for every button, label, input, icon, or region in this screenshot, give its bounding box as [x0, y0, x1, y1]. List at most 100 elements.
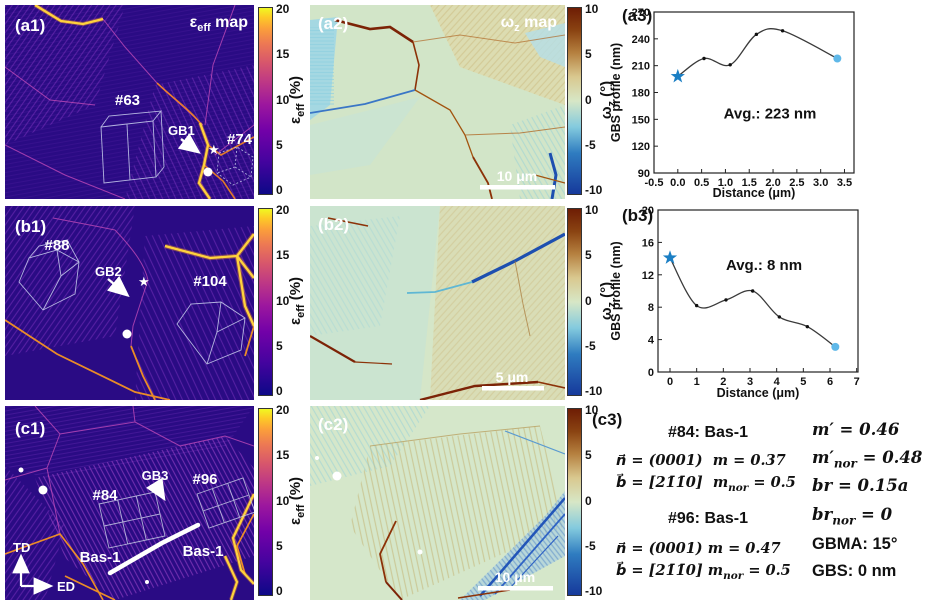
omega-colorbar-ticks: 10 5 0 -5 -10 — [585, 2, 603, 197]
chart-a3: (a3) -0.5 0.0 0.5 1.0 1.5 2.0 2.5 3.0 3.5 90 120 15… — [608, 4, 933, 200]
x-tick-label: 3.0 — [813, 177, 828, 189]
grain-label-104: #104 — [193, 273, 227, 290]
panel-tag: (a1) — [15, 16, 45, 35]
panel-tag: (b2) — [318, 215, 349, 234]
eps-colorbar-ticks: 20 15 10 5 0 — [276, 203, 290, 398]
map-title: ωz map — [501, 14, 558, 34]
grain-96-normal: n⃗ = (0001) m = 0.47 — [616, 540, 781, 557]
end-circle-marker — [833, 54, 842, 63]
x-tick-label: 5 — [800, 376, 806, 388]
eps-colorbar-ticks: 20 15 10 5 0 — [276, 403, 290, 598]
cyan-grain — [525, 23, 565, 67]
eps-colorbar-ticks: 20 15 10 5 0 — [276, 2, 290, 197]
gb1-arrow — [177, 133, 201, 154]
y-tick-label: 12 — [642, 270, 654, 282]
x-tick-label: 2.5 — [789, 177, 804, 189]
unit-cell-wireframe-63 — [100, 110, 165, 184]
x-tick-label: 1.0 — [718, 177, 733, 189]
grain-label-96: #96 — [192, 471, 217, 488]
grain-boundary-orange — [5, 513, 254, 600]
grain-84-title: #84: Bas-1 — [667, 424, 749, 441]
gbma-value: GBMA: 15° — [812, 535, 898, 553]
y-tick-label: 240 — [632, 34, 650, 46]
grain-texture — [5, 5, 125, 145]
x-tick-label: 2.0 — [765, 177, 780, 189]
eps-colorbar — [258, 7, 273, 195]
dot-marker — [18, 467, 24, 473]
data-point-marker — [724, 298, 728, 302]
grain-label-84: #84 — [92, 487, 118, 504]
omega-colorbar-ticks: 10 5 0 -5 -10 — [585, 203, 603, 398]
omega-map-b2: 5 μm (b2) — [310, 206, 565, 400]
omega-colorbar — [567, 208, 582, 396]
y-tick-label: 4 — [648, 335, 655, 347]
grain-boundary-orange — [5, 319, 254, 400]
grain-boundary-lines — [52, 217, 149, 347]
scale-bar-label: 10 μm — [497, 168, 537, 184]
grain-texture — [125, 65, 254, 199]
x-tick-label: 6 — [827, 376, 833, 388]
omega-map-a2: 10 μm (a2) ωz map — [310, 5, 565, 199]
chart-b3: (b3) 0 1 2 3 4 5 6 7 0 4 8 12 16 20 Avg.: 8 nm Distance… — [608, 204, 933, 400]
panel-tag: (c1) — [15, 419, 45, 438]
y-tick-label: 90 — [638, 168, 650, 180]
eps-colorbar-label: εeff (%) — [287, 75, 307, 125]
star-marker: ★ — [138, 274, 150, 289]
end-circle-marker — [831, 342, 840, 351]
gbs-profile-chart-a3: -0.5 0.0 0.5 1.0 1.5 2.0 2.5 3.0 3.5 90 120 150 180 2… — [609, 7, 855, 200]
x-tick-label: 0.5 — [694, 177, 709, 189]
panel-tag: (b1) — [15, 217, 46, 236]
data-point-marker — [805, 324, 810, 329]
dot-marker — [203, 167, 213, 177]
grain-boundary-yellow — [164, 233, 254, 327]
x-tick-label: 2 — [720, 376, 726, 388]
x-tick-label: 0 — [667, 376, 673, 388]
br-nor-value: brnor = 0 — [812, 505, 893, 528]
trace-grid-wireframe-84 — [98, 491, 166, 549]
basal-trace-label-right: Bas-1 — [183, 543, 224, 560]
avg-annotation: Avg.: 8 nm — [726, 257, 802, 274]
grain-texture — [5, 406, 254, 478]
y-tick-label: 8 — [648, 302, 654, 314]
scale-bar — [482, 386, 544, 391]
panel-tag: (a2) — [318, 14, 348, 33]
gbs-value: GBS: 0 nm — [812, 562, 897, 580]
grain-label-63: #63 — [115, 92, 140, 109]
rotation-boundaries — [310, 217, 565, 400]
dot-marker — [38, 485, 48, 495]
grain-96-burgers: b⃗ = [21̄1̄0] mnor = 0.5 — [616, 562, 791, 582]
x-axis-label: Distance (μm) — [713, 186, 796, 200]
y-tick-label: 0 — [648, 367, 654, 379]
start-star-marker — [662, 250, 678, 264]
stripe-texture — [310, 27, 334, 105]
gb3-label: GB3 — [142, 468, 169, 483]
stripe-texture — [310, 216, 400, 336]
grain-texture — [5, 206, 135, 356]
m-prime-nor-value: m′nor = 0.48 — [812, 448, 923, 471]
eps-map-a1: (a1) εeff map #63 GB1 ★ #74 — [5, 5, 254, 199]
grain-label-74: #74 — [227, 131, 253, 148]
eps-map-c1: (c1) #84 GB3 #96 Bas-1 Bas-1 TD ED — [5, 406, 254, 600]
gb2-label: GB2 — [95, 264, 122, 279]
dot-marker — [417, 549, 423, 555]
plot-frame — [657, 209, 859, 373]
x-axis-label: Distance (μm) — [717, 386, 800, 400]
dot-marker — [145, 580, 149, 584]
unit-cell-wireframe-104 — [176, 301, 246, 365]
data-line — [677, 28, 838, 77]
y-tick-label: 210 — [632, 61, 650, 73]
y-tick-label: 20 — [642, 205, 654, 217]
y-tick-label: 16 — [642, 237, 654, 249]
panel-tag: (c3) — [592, 410, 623, 429]
eps-colorbar-label: εeff (%) — [287, 276, 307, 326]
gb2-arrow — [106, 275, 130, 298]
dot-marker — [315, 456, 319, 460]
panel-tag: (b3) — [622, 206, 654, 225]
panel-tag: (c2) — [318, 415, 348, 434]
x-tick-label: 3 — [747, 376, 753, 388]
avg-annotation: Avg.: 223 nm — [724, 105, 817, 122]
unit-cell-wireframe-74 — [216, 146, 254, 186]
gb3-arrow — [146, 477, 166, 502]
slip-analysis-panel-c3: (c3) #84: Bas-1 n⃗ = (0001) m = 0.37 b⃗ … — [588, 404, 933, 604]
